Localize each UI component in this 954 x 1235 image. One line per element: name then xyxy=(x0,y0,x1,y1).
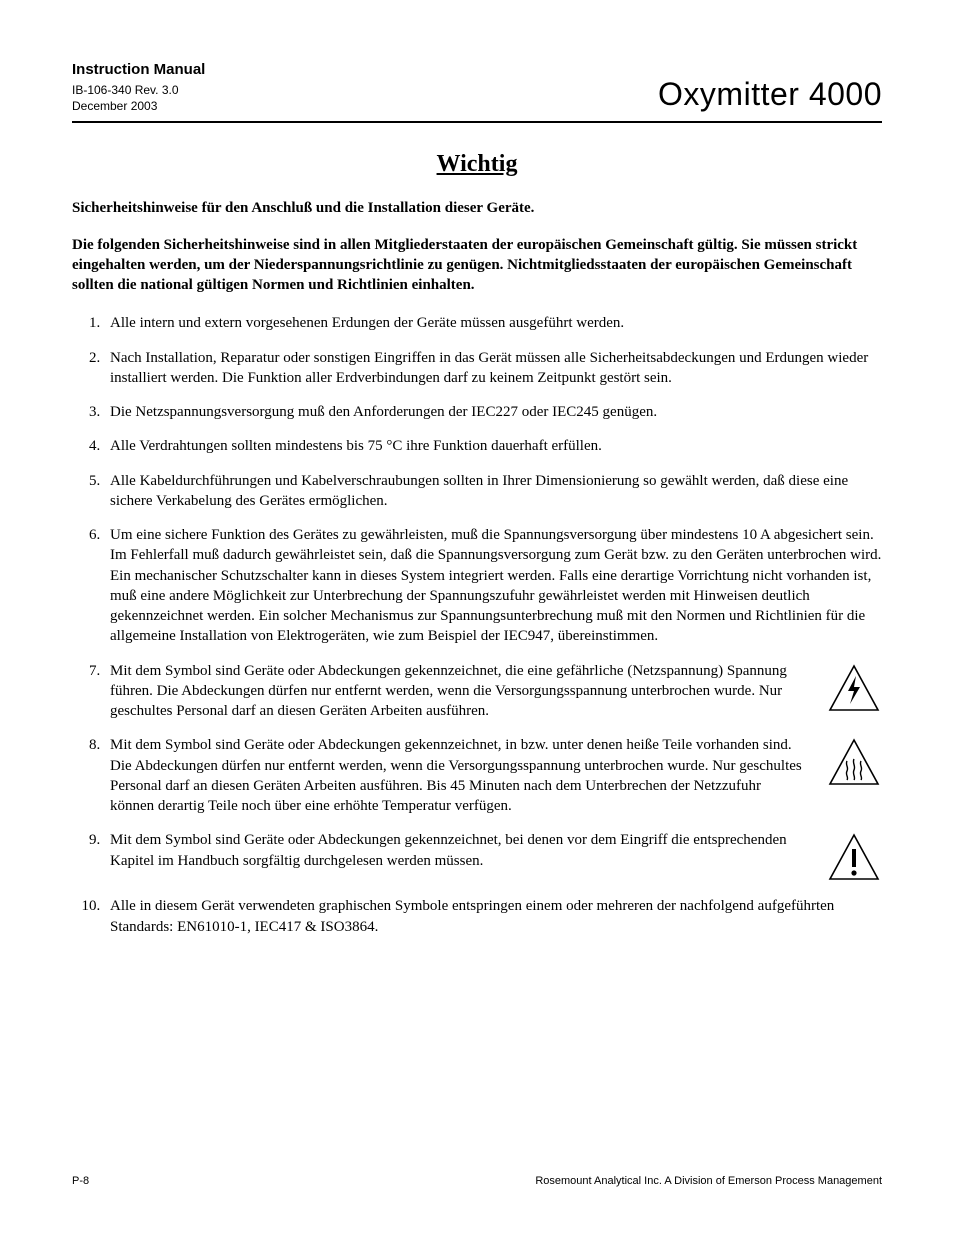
document-revision: IB-106-340 Rev. 3.0 xyxy=(72,82,205,98)
list-item-text: Alle Verdrahtungen sollten mindestens bi… xyxy=(110,438,602,454)
list-item-text: Nach Installation, Reparatur oder sonsti… xyxy=(110,350,868,386)
page-footer: P-8 Rosemount Analytical Inc. A Division… xyxy=(72,1175,882,1187)
manual-title: Instruction Manual xyxy=(72,60,205,80)
list-item-text: Mit dem Symbol sind Geräte oder Abdeckun… xyxy=(110,830,808,871)
page-number: P-8 xyxy=(72,1175,89,1187)
list-item: Mit dem Symbol sind Geräte oder Abdeckun… xyxy=(104,830,882,882)
document-date: December 2003 xyxy=(72,98,205,114)
list-item: Alle Kabeldurchführungen und Kabelversch… xyxy=(104,471,882,512)
list-item: Mit dem Symbol sind Geräte oder Abdeckun… xyxy=(104,735,882,816)
list-item: Alle intern und extern vorgesehenen Erdu… xyxy=(104,313,882,333)
header-left-block: Instruction Manual IB-106-340 Rev. 3.0 D… xyxy=(72,60,205,115)
high-voltage-icon xyxy=(826,661,882,713)
intro-paragraph: Die folgenden Sicherheitshinweise sind i… xyxy=(72,235,882,296)
list-item-text: Um eine sichere Funktion des Gerätes zu … xyxy=(110,527,881,644)
hot-surface-icon xyxy=(826,735,882,787)
list-item-text: Alle intern und extern vorgesehenen Erdu… xyxy=(110,315,624,331)
list-item-text: Mit dem Symbol sind Geräte oder Abdeckun… xyxy=(110,661,808,722)
subtitle: Sicherheitshinweise für den Anschluß und… xyxy=(72,200,882,217)
list-item: Die Netzspannungsversorgung muß den Anfo… xyxy=(104,402,882,422)
list-item: Alle in diesem Gerät verwendeten graphis… xyxy=(104,896,882,937)
footer-company: Rosemount Analytical Inc. A Division of … xyxy=(535,1175,882,1187)
list-item: Nach Installation, Reparatur oder sonsti… xyxy=(104,348,882,389)
list-item-text: Alle in diesem Gerät verwendeten graphis… xyxy=(110,898,834,934)
page: Instruction Manual IB-106-340 Rev. 3.0 D… xyxy=(0,0,954,1235)
list-item: Um eine sichere Funktion des Gerätes zu … xyxy=(104,525,882,647)
product-name: Oxymitter 4000 xyxy=(658,76,882,115)
title-block: Wichtig xyxy=(72,151,882,178)
page-header: Instruction Manual IB-106-340 Rev. 3.0 D… xyxy=(72,60,882,123)
safety-list: Alle intern und extern vorgesehenen Erdu… xyxy=(72,313,882,937)
list-item: Alle Verdrahtungen sollten mindestens bi… xyxy=(104,436,882,456)
list-item: Mit dem Symbol sind Geräte oder Abdeckun… xyxy=(104,661,882,722)
list-item-text: Mit dem Symbol sind Geräte oder Abdeckun… xyxy=(110,735,808,816)
list-item-text: Die Netzspannungsversorgung muß den Anfo… xyxy=(110,404,657,420)
list-item-text: Alle Kabeldurchführungen und Kabelversch… xyxy=(110,473,848,509)
page-title: Wichtig xyxy=(72,151,882,178)
warning-icon xyxy=(826,830,882,882)
